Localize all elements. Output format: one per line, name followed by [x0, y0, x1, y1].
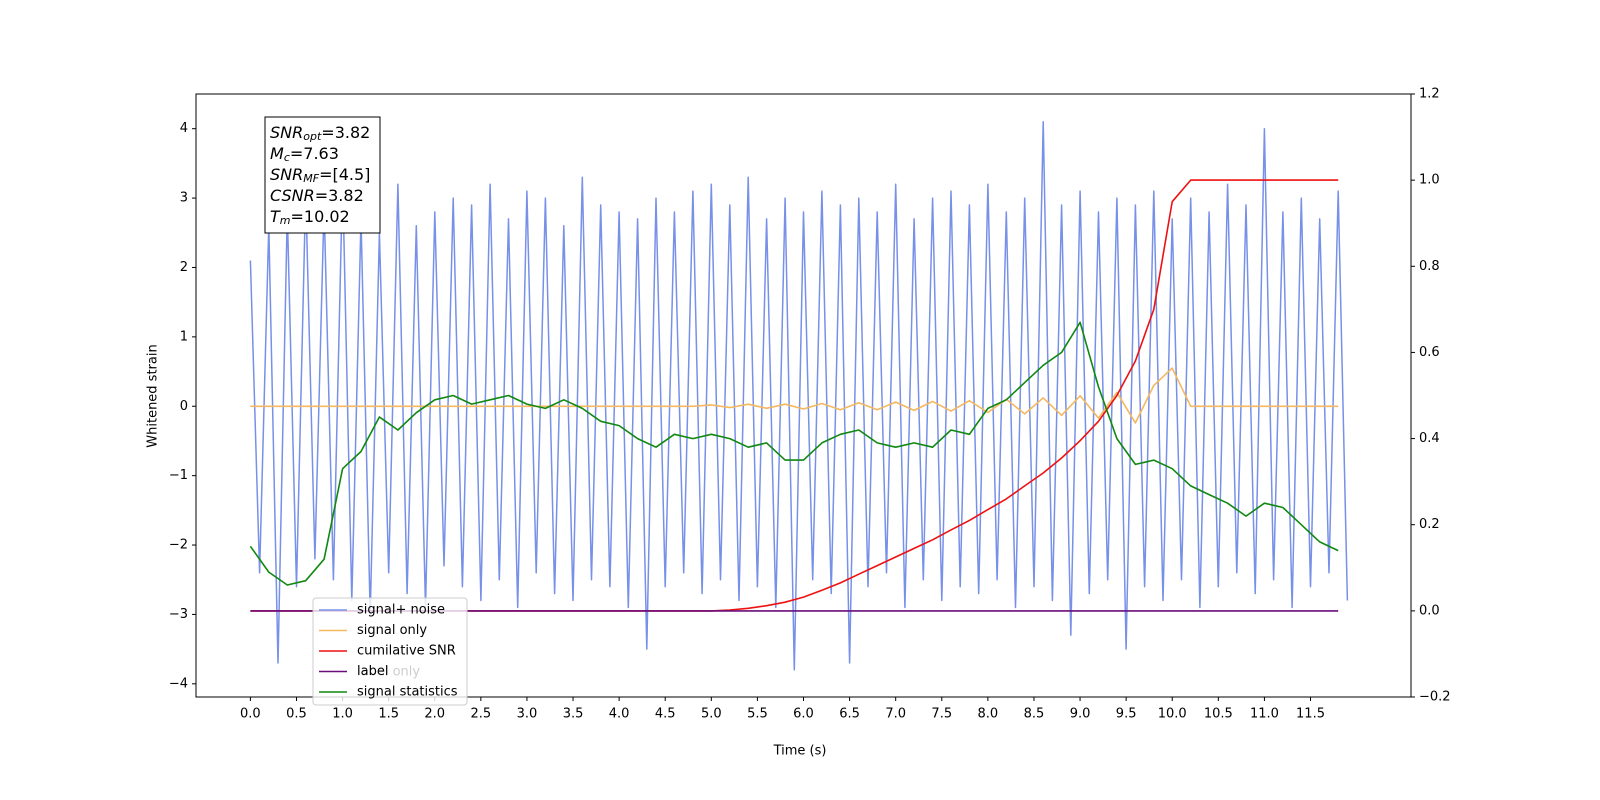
- legend-label: label: [357, 664, 388, 679]
- annotation-value: =10.02: [291, 207, 350, 226]
- annotation-value: =[4.5]: [319, 165, 370, 184]
- x-tick-label: 1.5: [378, 707, 399, 722]
- x-tick-label: 7.0: [885, 707, 906, 722]
- annotation-subscript: c: [284, 151, 290, 164]
- y-tick-label: −3: [169, 607, 188, 622]
- annotation-symbol: SNR: [270, 123, 303, 142]
- y2-tick-label: 1.2: [1419, 87, 1440, 102]
- x-tick-label: 2.5: [471, 707, 492, 722]
- y-tick-label: 3: [180, 191, 188, 206]
- annotation-symbol: CSNR: [270, 186, 315, 205]
- y-axis-label: Whitened strain: [146, 344, 161, 447]
- x-tick-label: 4.0: [609, 707, 630, 722]
- annotation-symbol: SNR: [270, 165, 303, 184]
- y2-tick-label: 0.8: [1419, 259, 1440, 274]
- legend-label: cumilative SNR: [357, 644, 456, 659]
- x-tick-label: 5.0: [701, 707, 722, 722]
- series-line: [250, 179, 1339, 612]
- x-tick-label: 8.5: [1024, 707, 1045, 722]
- y-tick-label: 2: [180, 260, 188, 275]
- annotation-frame: [264, 116, 381, 234]
- x-tick-label: 1.0: [332, 707, 353, 722]
- annotation-box: SNRopt=3.82Mc=7.63SNRMF=[4.5]CSNR=3.82Tm…: [264, 116, 381, 234]
- annotation-value: =7.63: [290, 144, 339, 163]
- y2-tick-label: 1.0: [1419, 173, 1440, 188]
- y-tick-label: −1: [169, 468, 188, 483]
- y2-tick-label: 0.0: [1419, 603, 1440, 618]
- x-tick-label: 7.5: [931, 707, 952, 722]
- x-tick-label: 9.5: [1116, 707, 1137, 722]
- annotation-subscript: MF: [303, 172, 319, 185]
- legend-label: signal+ noise: [357, 603, 445, 618]
- legend-frame: [312, 597, 468, 706]
- series-line: [249, 121, 1349, 671]
- x-tick-label: 6.5: [839, 707, 860, 722]
- y2-tick-label: −0.2: [1419, 690, 1451, 705]
- x-tick-label: 0.5: [286, 707, 307, 722]
- legend: signal+ noise signal only cumilative SNR la…: [312, 597, 468, 706]
- x-tick-label: 6.0: [793, 707, 814, 722]
- y2-tick-label: 0.4: [1419, 431, 1440, 446]
- x-tick-label: 11.0: [1250, 707, 1279, 722]
- series-line: [249, 321, 1339, 586]
- annotation-symbol: M: [270, 144, 284, 163]
- legend-label: signal only: [357, 623, 427, 638]
- annotation-value: =3.82: [321, 123, 370, 142]
- y-tick-label: −2: [169, 538, 188, 553]
- annotation-line: Mc=7.63: [270, 144, 339, 165]
- x-tick-label: 5.5: [747, 707, 768, 722]
- x-tick-label: 2.0: [424, 707, 445, 722]
- x-tick-label: 10.0: [1158, 707, 1187, 722]
- x-tick-label: 11.5: [1296, 707, 1325, 722]
- annotation-line: CSNR=3.82: [270, 186, 364, 205]
- y2-tick-label: 0.2: [1419, 517, 1440, 532]
- y-tick-label: −4: [169, 676, 188, 691]
- annotation-subscript: m: [280, 214, 291, 227]
- annotation-value: =3.82: [315, 186, 364, 205]
- annotation-subscript: opt: [303, 130, 322, 143]
- y-tick-label: 4: [180, 121, 188, 136]
- annotation-line: SNRMF=[4.5]: [270, 165, 370, 186]
- series-line: [250, 367, 1339, 424]
- x-tick-label: 8.0: [978, 707, 999, 722]
- x-tick-label: 0.0: [240, 707, 261, 722]
- annotation-symbol: T: [270, 207, 281, 226]
- x-axis-label: Time (s): [773, 744, 827, 759]
- x-tick-label: 3.5: [563, 707, 584, 722]
- y-tick-label: 0: [180, 399, 188, 414]
- x-tick-label: 9.0: [1070, 707, 1091, 722]
- y-tick-label: 1: [180, 329, 188, 344]
- x-tick-label: 4.5: [655, 707, 676, 722]
- x-tick-label: 3.0: [517, 707, 538, 722]
- y2-tick-label: 0.6: [1419, 345, 1440, 360]
- legend-label: signal statistics: [357, 685, 458, 700]
- annotation-line: Tm=10.02: [270, 207, 350, 228]
- annotation-line: SNRopt=3.82: [270, 123, 370, 144]
- x-tick-label: 10.5: [1204, 707, 1233, 722]
